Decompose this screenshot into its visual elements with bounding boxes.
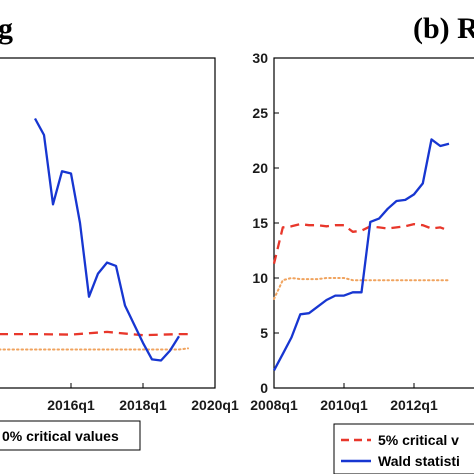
panel-a: g 2016q1 2018q1 2020q1 0% critical values — [0, 12, 239, 451]
series-line-dashed — [0, 330, 188, 337]
series-line-solid — [33, 117, 180, 362]
y-tick-label: 15 — [252, 215, 268, 231]
panel-b-x-ticks: 2008q1 2010q1 2012q1 — [250, 383, 438, 413]
legend-label-wald: Wald statisti — [378, 453, 460, 469]
y-tick-label: 10 — [252, 270, 268, 286]
panel-b-title: (b) R — [413, 12, 474, 45]
legend-label-critical: 5% critical v — [378, 432, 459, 448]
panel-a-title: g — [0, 12, 13, 45]
panel-b-axes-box — [273, 57, 474, 389]
series-line-dotted — [273, 277, 450, 300]
x-tick-label: 2012q1 — [390, 397, 438, 413]
panel-b-series — [272, 138, 450, 371]
panel-a-legend-label: 0% critical values — [2, 428, 119, 444]
panel-a-x-ticks: 2016q1 2018q1 2020q1 — [47, 383, 239, 413]
y-tick-label: 25 — [252, 105, 268, 121]
y-tick-label: 5 — [260, 325, 268, 341]
panel-a-axes-box — [0, 57, 216, 389]
panel-b: (b) R 0 5 10 15 20 25 30 2008q1 2010q1 2012q1 5%… — [250, 12, 474, 474]
y-tick-label: 0 — [260, 380, 268, 396]
panel-b-y-ticks: 0 5 10 15 20 25 30 — [252, 50, 279, 396]
series-line-solid — [272, 138, 450, 371]
panel-a-legend-box — [0, 420, 141, 451]
x-tick-label: 2018q1 — [119, 397, 167, 413]
x-tick-label: 2010q1 — [320, 397, 368, 413]
y-tick-label: 30 — [252, 50, 268, 66]
panel-b-legend: 5% critical v Wald statisti — [333, 423, 474, 474]
x-tick-label: 2008q1 — [250, 397, 298, 413]
panel-b-legend-box — [333, 423, 474, 474]
series-line-dotted — [0, 347, 189, 351]
panel-a-series — [0, 117, 189, 362]
x-tick-label: 2016q1 — [47, 397, 95, 413]
x-tick-label: 2020q1 — [191, 397, 239, 413]
y-tick-label: 20 — [252, 160, 268, 176]
panel-a-legend: 0% critical values — [0, 420, 141, 451]
series-line-dashed — [272, 222, 450, 264]
